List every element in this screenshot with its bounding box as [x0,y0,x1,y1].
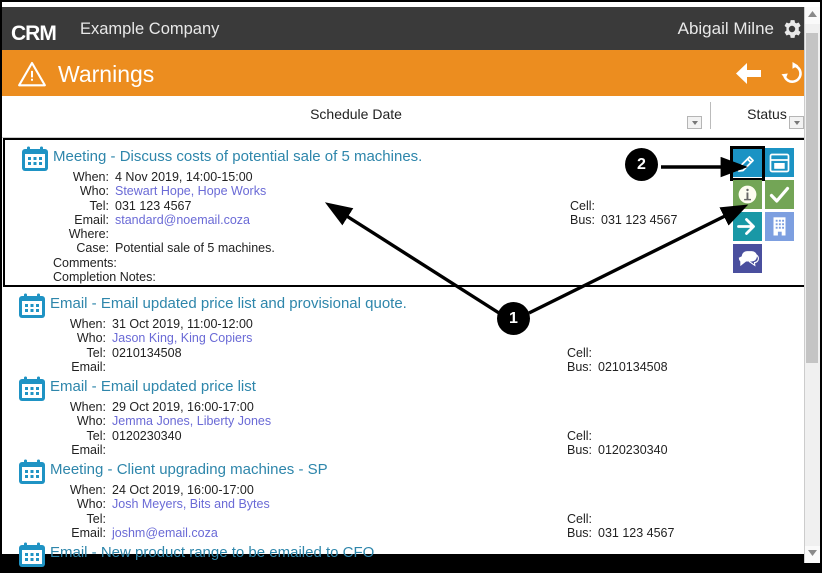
svg-text:CRM: CRM [11,23,56,45]
